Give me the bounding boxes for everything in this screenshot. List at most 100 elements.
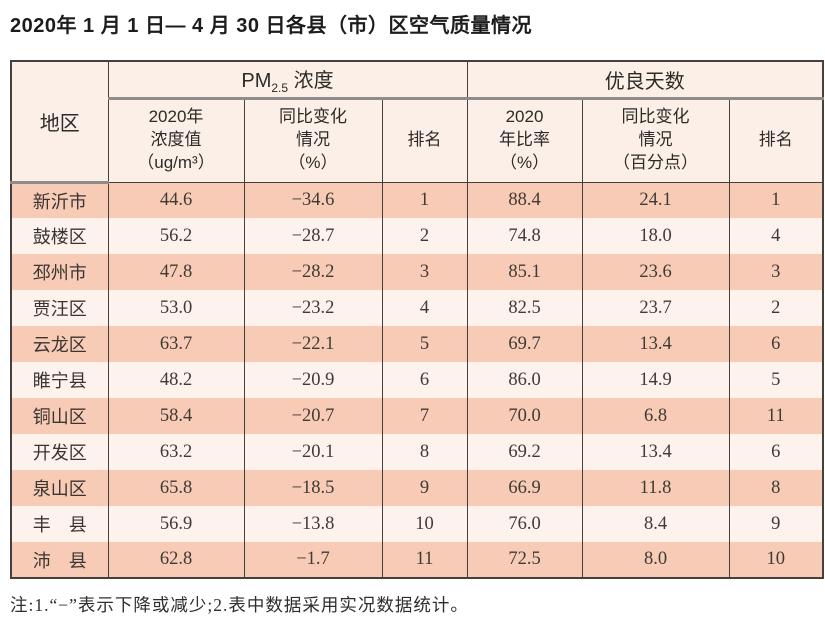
region-cell: 丰 县 (10, 506, 109, 542)
pm-change-cell: −20.1 (243, 434, 383, 470)
column-header-pm-rank: 排名 (381, 98, 468, 183)
page-title: 2020年 1 月 1 日— 4 月 30 日各县（市）区空气质量情况 (10, 15, 533, 37)
good-rank-cell: 2 (728, 290, 824, 326)
table-row: 泉山区 65.8 −18.5 9 66.9 11.8 8 (10, 470, 824, 506)
region-cell: 贾汪区 (10, 290, 109, 326)
good-rate-cell: 70.0 (466, 398, 583, 434)
good-rank-cell: 9 (728, 506, 824, 542)
pm-change-cell: −22.1 (243, 326, 383, 362)
pm-value-cell: 53.0 (107, 290, 245, 326)
table-row: 新沂市 44.6 −34.6 1 88.4 24.1 1 (10, 182, 824, 218)
pm-value-cell: 44.6 (107, 182, 245, 218)
group-header-row: 地区 PM2.5 浓度 优良天数 (10, 61, 824, 184)
good-change-cell: 23.7 (581, 290, 730, 326)
good-rank-cell: 4 (728, 218, 824, 254)
column-group-good-days: 优良天数 (466, 61, 824, 100)
table-row: 云龙区 63.7 −22.1 5 69.7 13.4 6 (10, 326, 824, 362)
good-rate-cell: 69.2 (466, 434, 583, 470)
column-header-pm-change: 同比变化 情况 （%） (243, 98, 383, 183)
pm-value-cell: 63.7 (107, 326, 245, 362)
good-rate-cell: 76.0 (466, 506, 583, 542)
good-rate-cell: 66.9 (466, 470, 583, 506)
column-header-good-change: 同比变化 情况 （百分点） (581, 98, 730, 183)
pm-change-cell: −20.7 (243, 398, 383, 434)
pm-value-cell: 56.9 (107, 506, 245, 542)
region-cell: 邳州市 (10, 254, 109, 290)
pm-change-cell: −28.7 (243, 218, 383, 254)
pm-rank-cell: 3 (381, 254, 468, 290)
pm-value-cell: 65.8 (107, 470, 245, 506)
region-cell: 云龙区 (10, 326, 109, 362)
table-row: 贾汪区 53.0 −23.2 4 82.5 23.7 2 (10, 290, 824, 326)
pm-change-cell: −28.2 (243, 254, 383, 290)
good-rate-cell: 86.0 (466, 362, 583, 398)
table-row: 丰 县 56.9 −13.8 10 76.0 8.4 9 (10, 506, 824, 542)
pm-value-cell: 56.2 (107, 218, 245, 254)
table-row: 睢宁县 48.2 −20.9 6 86.0 14.9 5 (10, 362, 824, 398)
column-header-good-rate: 2020 年比率 （%） (466, 98, 583, 183)
pm-rank-cell: 4 (381, 290, 468, 326)
good-rate-cell: 69.7 (466, 326, 583, 362)
good-change-cell: 18.0 (581, 218, 730, 254)
good-rank-cell: 6 (728, 434, 824, 470)
pm-subscript: 2.5 (271, 80, 289, 95)
good-change-cell: 11.8 (581, 470, 730, 506)
pm-suffix: 浓度 (288, 69, 334, 92)
pm-change-cell: −13.8 (243, 506, 383, 542)
good-rank-cell: 10 (728, 542, 824, 578)
pm-rank-cell: 6 (381, 362, 468, 398)
table-row: 沛 县 62.8 −1.7 11 72.5 8.0 10 (10, 542, 824, 578)
column-header-region: 地区 (10, 61, 109, 184)
table-row: 邳州市 47.8 −28.2 3 85.1 23.6 3 (10, 254, 824, 290)
pm-change-cell: −34.6 (243, 182, 383, 218)
table-header: 地区 PM2.5 浓度 优良天数 2020年 浓度值 （ug/m³） 同比变化 … (10, 61, 824, 184)
good-rate-cell: 88.4 (466, 182, 583, 218)
good-rank-cell: 6 (728, 326, 824, 362)
region-cell: 睢宁县 (10, 362, 109, 398)
footnote: 注:1.“−”表示下降或减少;2.表中数据采用实况数据统计。 (10, 595, 469, 615)
column-group-pm25: PM2.5 浓度 (107, 61, 468, 100)
pm-change-cell: −18.5 (243, 470, 383, 506)
good-change-cell: 13.4 (581, 434, 730, 470)
pm-rank-cell: 10 (381, 506, 468, 542)
pm-value-cell: 47.8 (107, 254, 245, 290)
air-quality-table: 地区 PM2.5 浓度 优良天数 2020年 浓度值 （ug/m³） 同比变化 … (10, 60, 825, 579)
region-cell: 新沂市 (10, 182, 109, 218)
pm-rank-cell: 5 (381, 326, 468, 362)
sub-header-row: 2020年 浓度值 （ug/m³） 同比变化 情况 （%） 排名 2020 年比… (11, 98, 824, 183)
region-cell: 开发区 (10, 434, 109, 470)
good-change-cell: 14.9 (581, 362, 730, 398)
table-row: 鼓楼区 56.2 −28.7 2 74.8 18.0 4 (10, 218, 824, 254)
table-row: 铜山区 58.4 −20.7 7 70.0 6.8 11 (10, 398, 824, 434)
region-cell: 铜山区 (10, 398, 109, 434)
pm-value-cell: 48.2 (107, 362, 245, 398)
good-change-cell: 23.6 (581, 254, 730, 290)
pm-change-cell: −20.9 (243, 362, 383, 398)
good-rank-cell: 3 (728, 254, 824, 290)
good-rate-cell: 74.8 (466, 218, 583, 254)
region-cell: 泉山区 (10, 470, 109, 506)
good-rate-cell: 82.5 (466, 290, 583, 326)
pm-value-cell: 63.2 (107, 434, 245, 470)
good-change-cell: 13.4 (581, 326, 730, 362)
good-change-cell: 24.1 (581, 182, 730, 218)
good-rate-cell: 85.1 (466, 254, 583, 290)
pm-rank-cell: 11 (381, 542, 468, 578)
table-body: 新沂市 44.6 −34.6 1 88.4 24.1 1 鼓楼区 56.2 −28.7 2 74.8 1… (10, 182, 824, 578)
good-change-cell: 6.8 (581, 398, 730, 434)
good-rank-cell: 5 (728, 362, 824, 398)
good-change-cell: 8.0 (581, 542, 730, 578)
pm-change-cell: −1.7 (243, 542, 383, 578)
column-header-pm-value: 2020年 浓度值 （ug/m³） (107, 98, 245, 183)
pm-value-cell: 58.4 (107, 398, 245, 434)
column-header-good-rank: 排名 (728, 98, 824, 183)
pm-change-cell: −23.2 (243, 290, 383, 326)
table-row: 开发区 63.2 −20.1 8 69.2 13.4 6 (10, 434, 824, 470)
pm-label: PM (241, 69, 272, 92)
good-rank-cell: 8 (728, 470, 824, 506)
good-change-cell: 8.4 (581, 506, 730, 542)
pm-rank-cell: 9 (381, 470, 468, 506)
pm-rank-cell: 2 (381, 218, 468, 254)
region-cell: 鼓楼区 (10, 218, 109, 254)
